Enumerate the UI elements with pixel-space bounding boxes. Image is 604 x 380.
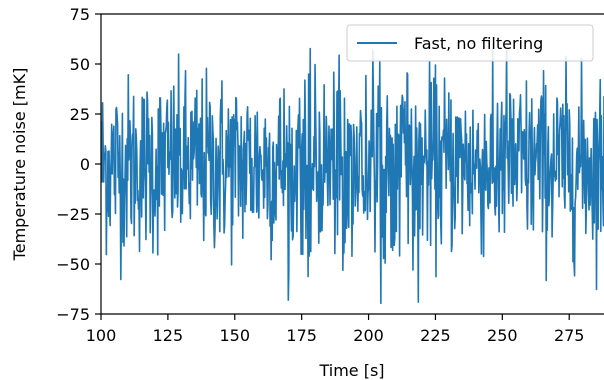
y-tick-label: 25 bbox=[70, 105, 90, 124]
x-tick-label: 250 bbox=[487, 326, 518, 345]
x-tick-label: 225 bbox=[420, 326, 451, 345]
x-tick-label: 100 bbox=[86, 326, 117, 345]
x-axis-ticks: 100 125 150 175 200 225 250 275 bbox=[86, 314, 585, 345]
series-fast-no-filtering-line bbox=[101, 47, 604, 305]
x-tick-label: 175 bbox=[286, 326, 317, 345]
x-tick-label: 200 bbox=[353, 326, 384, 345]
y-tick-label: −75 bbox=[56, 305, 90, 324]
x-tick-label: 125 bbox=[153, 326, 184, 345]
x-tick-label: 275 bbox=[554, 326, 585, 345]
x-tick-label: 150 bbox=[220, 326, 251, 345]
y-tick-label: 75 bbox=[70, 5, 90, 24]
y-tick-label: −50 bbox=[56, 255, 90, 274]
legend-box bbox=[346, 24, 594, 62]
y-tick-label: 50 bbox=[70, 55, 90, 74]
y-tick-label: 0 bbox=[80, 155, 90, 174]
y-axis-title: Temperature noise [mK] bbox=[10, 68, 29, 262]
y-tick-label: −25 bbox=[56, 205, 90, 224]
x-axis-title: Time [s] bbox=[318, 361, 384, 380]
legend-entry-label: Fast, no filtering bbox=[414, 34, 543, 53]
series-line-group bbox=[101, 47, 604, 305]
y-axis-ticks: −75 −50 −25 0 25 50 75 bbox=[56, 5, 101, 324]
legend: Fast, no filtering bbox=[346, 24, 594, 62]
